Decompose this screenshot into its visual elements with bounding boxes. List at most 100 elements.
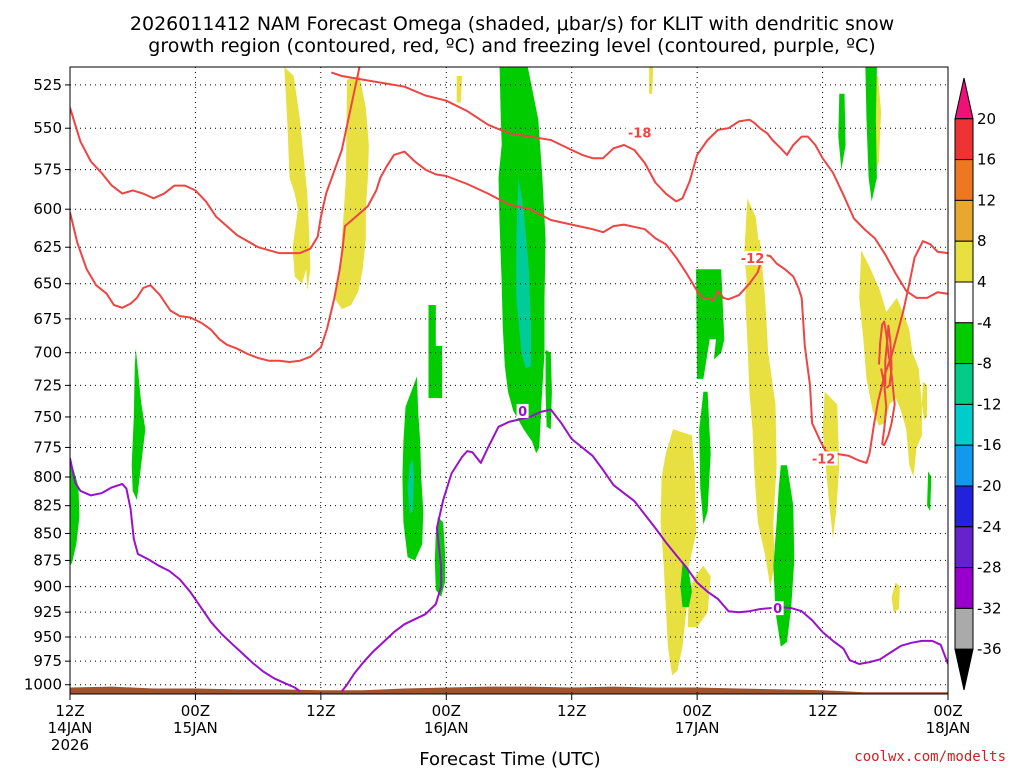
contour-label-bg-2 — [809, 451, 838, 466]
x-tick-label-2-0: 12Z — [306, 702, 335, 720]
ground-fill — [70, 686, 948, 694]
omega-region-0 — [70, 457, 80, 566]
colorbar-swatch-12 — [954, 567, 974, 609]
colorbar-label-1: 16 — [977, 151, 996, 169]
colorbar-label-13: -36 — [977, 640, 1002, 658]
colorbar-label-7: -12 — [977, 395, 1002, 413]
y-tick-label-18: 975 — [33, 652, 62, 670]
x-tick-label-1-0: 00Z — [181, 702, 210, 720]
colorbar-label-2: 12 — [977, 191, 996, 209]
colorbar-label-4: 4 — [977, 273, 987, 291]
colorbar-label-3: 8 — [977, 232, 987, 250]
colorbar-label-6: -8 — [977, 355, 992, 373]
contour-label-bg-4 — [771, 601, 784, 616]
colorbar-label-10: -24 — [977, 518, 1002, 536]
colorbar-label-0: 20 — [977, 110, 996, 128]
colorbar-label-5: -4 — [977, 314, 992, 332]
plot-area: -18 -12 -12 0 0 — [69, 66, 949, 695]
omega-region-1 — [131, 348, 146, 500]
y-tick-label-7: 700 — [33, 344, 62, 362]
red-contour-3 — [878, 320, 896, 447]
contour-label-bg-0 — [625, 125, 654, 140]
y-tick-label-9: 750 — [33, 408, 62, 426]
colorbar-label-11: -28 — [977, 559, 1002, 577]
contour-label-1: -12 — [741, 252, 765, 267]
colorbar-cap-bottom — [954, 648, 974, 691]
x-tick-label-0-2: 2026 — [51, 736, 89, 754]
y-tick-label-19: 1000 — [24, 676, 62, 694]
y-tick-label-4: 625 — [33, 238, 62, 256]
colorbar-swatch-9 — [954, 444, 974, 487]
omega-region-5 — [407, 459, 414, 514]
colorbar-swatch-6 — [954, 322, 974, 365]
x-tick-label-5-0: 00Z — [682, 702, 711, 720]
omega-region-15 — [680, 563, 692, 608]
omega-region-25 — [838, 93, 846, 170]
y-tick-label-5: 650 — [33, 275, 62, 293]
y-tick-label-15: 900 — [33, 578, 62, 596]
omega-region-2 — [284, 67, 311, 291]
x-tick-label-5-1: 17JAN — [675, 719, 720, 737]
contour-label-2: -12 — [812, 452, 836, 467]
y-tick-label-11: 800 — [33, 468, 62, 486]
colorbar-swatch-5 — [954, 281, 974, 324]
colorbar-label-8: -16 — [977, 436, 1002, 454]
colorbar-label-12: -32 — [977, 599, 1002, 617]
x-tick-label-4-0: 12Z — [557, 702, 586, 720]
omega-region-11 — [696, 269, 725, 379]
contour-label-bg-1 — [738, 251, 767, 266]
x-tick-label-3-0: 00Z — [432, 702, 461, 720]
omega-region-12 — [699, 391, 711, 525]
contour-label-bg-3 — [516, 403, 529, 418]
ground-area — [70, 686, 948, 694]
colorbar-swatch-13 — [954, 607, 974, 650]
omega-region-18 — [773, 465, 795, 647]
chart-title-line2: growth region (contoured, red, ºC) and f… — [148, 35, 875, 57]
purple-contours — [70, 408, 948, 693]
x-tick-label-7-0: 00Z — [933, 702, 962, 720]
y-tick-label-13: 850 — [33, 524, 62, 542]
omega-region-26 — [456, 76, 462, 103]
y-tick-label-14: 875 — [33, 551, 62, 569]
omega-region-24 — [891, 582, 900, 613]
omega-region-23 — [921, 381, 928, 420]
colorbar-swatch-2 — [954, 159, 974, 201]
plot-frame — [69, 66, 949, 695]
y-tick-label-0: 525 — [33, 76, 62, 94]
colorbar-swatch-8 — [954, 403, 974, 446]
x-axis-label: Forecast Time (UTC) — [419, 749, 600, 768]
colorbar: 20 16 12 8 4 -4 -8 -12 -16 -20 -24 -28 -32 -36 — [954, 77, 1002, 691]
omega-region-28 — [927, 471, 932, 512]
red-contour-4 — [884, 324, 893, 389]
y-tick-label-6: 675 — [33, 310, 62, 328]
omega-region-21 — [865, 67, 877, 202]
y-tick-label-12: 825 — [33, 497, 62, 515]
contour-labels: -18 -12 -12 0 0 — [516, 125, 838, 617]
credit-text: coolwx.com/modelts — [854, 749, 1006, 765]
omega-region-9 — [516, 177, 531, 369]
contour-label-3: 0 — [518, 405, 527, 420]
contour-label-0: -18 — [628, 126, 652, 141]
y-tick-label-1: 550 — [33, 119, 62, 137]
x-tick-label-0-1: 14JAN — [48, 719, 93, 737]
colorbar-swatch-3 — [954, 199, 974, 242]
red-contour-1 — [70, 150, 948, 464]
colorbar-swatch-11 — [954, 526, 974, 569]
omega-shading — [70, 67, 932, 676]
colorbar-swatch-10 — [954, 485, 974, 528]
chart-title-line1: 2026011412 NAM Forecast Omega (shaded, μ… — [130, 13, 894, 35]
y-tick-label-2: 575 — [33, 161, 62, 179]
x-tick-label-3-1: 16JAN — [424, 719, 469, 737]
omega-region-27 — [649, 67, 654, 94]
x-tick-label-7-1: 18JAN — [926, 719, 971, 737]
y-axis: 525 550 575 600 625 650 675 700 725 750 775 800 825 8… — [24, 76, 70, 694]
y-tick-label-10: 775 — [33, 438, 62, 456]
y-tick-label-16: 925 — [33, 603, 62, 621]
x-tick-label-0-0: 12Z — [55, 702, 84, 720]
omega-region-6 — [428, 305, 443, 399]
purple-contour-0 — [70, 457, 301, 693]
x-tick-label-6-0: 12Z — [808, 702, 837, 720]
red-contours — [70, 67, 948, 464]
